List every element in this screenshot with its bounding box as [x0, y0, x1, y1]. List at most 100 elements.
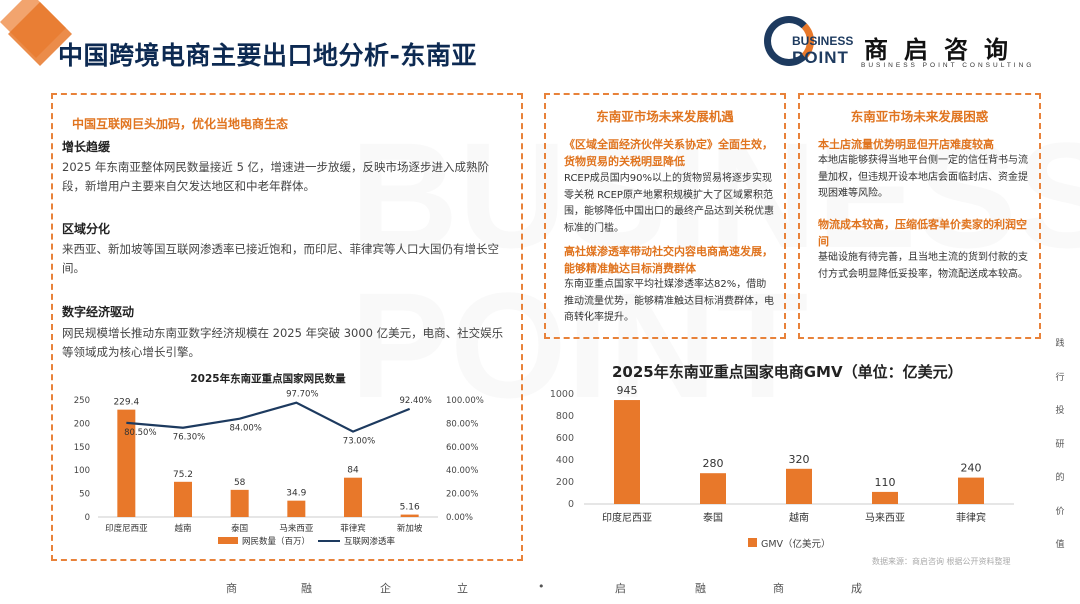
line-value-label: 97.70% — [286, 390, 318, 400]
side-char: 的 — [1055, 473, 1065, 483]
bar-value-label: 84 — [347, 466, 359, 476]
line-value-label: 84.00% — [229, 424, 261, 434]
y-tick-label: 0 — [85, 513, 90, 523]
legend-label: 互联网渗透率 — [344, 536, 396, 547]
legend-label: 网民数量（百万） — [242, 536, 310, 547]
side-char: 研 — [1055, 439, 1065, 450]
side-slogan: 践 行 投 研 的 价 值 — [1052, 336, 1068, 571]
difficulty-text: 本地店能够获得当地平台侧一定的信任背书与流量加权，但违规开设本地店会面临封店、资… — [818, 155, 1028, 199]
line-value-label: 76.30% — [173, 433, 205, 443]
section-title: 数字经济驱动 — [62, 305, 135, 319]
bar — [614, 400, 640, 504]
line-value-label: 92.40% — [399, 396, 431, 406]
side-char: 行 — [1055, 372, 1065, 383]
side-char: 价 — [1055, 506, 1065, 517]
logo-circle-icon — [764, 16, 814, 66]
side-char: 践 — [1055, 339, 1065, 349]
line-value-label: 73.00% — [343, 437, 375, 447]
x-tick-label: 印度尼西亚 — [105, 523, 148, 534]
y2-tick-label: 60.00% — [446, 443, 478, 453]
opportunity-text: 东南亚重点国家平均社媒渗透率达82%，借助推动流量优势，能够精准触达目标消费群体… — [564, 279, 774, 323]
footer-char: 立 — [457, 582, 468, 595]
bar — [400, 514, 419, 517]
y-tick-label: 200 — [556, 477, 574, 488]
bar-value-label: 58 — [234, 478, 246, 488]
difficulty-text: 基础设施有待完善，且当地主流的货到付款的支付方式会明显降低妥投率，物流配送成本较… — [818, 252, 1028, 280]
y-tick-label: 200 — [74, 419, 90, 429]
side-char: 值 — [1055, 540, 1065, 550]
legend-swatch — [748, 538, 757, 547]
bar-value-label: 5.16 — [400, 503, 420, 513]
section-text: 网民规模增长推动东南亚数字经济规模在 2025 年突破 3000 亿美元，电商、… — [62, 326, 504, 359]
series-line — [126, 401, 411, 433]
bar — [287, 500, 306, 517]
difficulties-panel — [798, 93, 1041, 339]
page-title: 中国跨境电商主要出口地分析-东南亚 — [58, 41, 477, 70]
logo-en: BUSINESS POINT CONSULTING — [861, 62, 1035, 69]
internet-users-chart: 2025年东南亚重点国家网民数量 0 50 100 150 200 250 0.00% 20.0… — [74, 372, 484, 547]
x-tick-label: 菲律宾 — [340, 523, 366, 534]
y-tick-label: 400 — [556, 455, 574, 466]
opportunity-subtitle: 《区域全面经济伙伴关系协定》全面生效，货物贸易的关税明显降低 — [564, 138, 773, 168]
bar-value-label: 75.2 — [173, 470, 193, 480]
logo-cn: 商启咨询 — [864, 36, 1024, 64]
y-tick-label: 50 — [79, 490, 90, 500]
bar-value-label: 34.9 — [286, 489, 306, 499]
x-tick-label: 菲律宾 — [956, 511, 986, 524]
legend-label: GMV（亿美元） — [761, 538, 831, 550]
section-title: 区域分化 — [62, 222, 111, 236]
bar — [700, 473, 726, 504]
y-tick-label: 1000 — [550, 389, 574, 400]
bar — [872, 491, 898, 504]
bar-value-label: 110 — [875, 476, 896, 489]
bar — [958, 477, 984, 504]
side-char: 投 — [1055, 406, 1065, 416]
x-tick-label: 新加坡 — [397, 523, 423, 534]
opportunity-subtitle: 高社媒渗透率带动社交内容电商高速发展，能够精准触达目标消费群体 — [564, 245, 773, 275]
logo-line2: POINT — [792, 48, 849, 67]
section-title: 增长趋缓 — [62, 140, 111, 154]
y2-tick-label: 0.00% — [446, 513, 473, 523]
opportunities-panel — [544, 93, 786, 339]
bar — [117, 409, 136, 517]
opportunities-title: 东南亚市场未来发展机遇 — [596, 109, 734, 124]
y-tick-label: 600 — [556, 433, 574, 444]
x-tick-label: 马来西亚 — [865, 512, 905, 524]
opportunity-text: RCEP成员国内90%以上的货物贸易将逐步实现零关税 RCEP原产地累积规模扩大… — [564, 173, 774, 234]
bar-value-label: 945 — [617, 384, 638, 397]
y2-tick-label: 20.00% — [446, 490, 478, 500]
footer-char: 商 — [226, 582, 237, 595]
y-tick-label: 800 — [556, 411, 574, 422]
gmv-chart: 0 200 400 600 800 1000 945 印度尼西亚 280 泰国 320 越南 110 马来… — [550, 384, 1014, 550]
y2-tick-label: 100.00% — [446, 396, 484, 406]
x-tick-label: 越南 — [789, 511, 809, 524]
footer-char: 成 — [851, 582, 862, 595]
left-panel-headline: 中国互联网巨头加码，优化当地电商生态 — [72, 117, 289, 131]
section-text: 来西亚、新加坡等国互联网渗透率已接近饱和，而印尼、菲律宾等人口大国仍有增长空间。 — [62, 242, 499, 275]
bar-value-label: 229.4 — [113, 398, 139, 408]
logo-line1: BUSINESS — [792, 34, 854, 48]
y-tick-label: 100 — [74, 466, 90, 476]
difficulty-subtitle: 物流成本较高，压缩低客单价卖家的利润空间 — [818, 218, 1027, 248]
company-logo: BUSINESS POINT 商启咨询 BUSINESS POINT CONSU… — [764, 12, 1064, 74]
corner-decoration — [0, 0, 72, 66]
y-tick-label: 0 — [568, 499, 574, 510]
footer-char: 启 — [615, 582, 626, 595]
x-tick-label: 马来西亚 — [279, 524, 314, 534]
data-source: 数据来源：商启咨询 根据公开资料整理 — [872, 557, 1011, 566]
footer-char: 融 — [695, 582, 706, 595]
y2-tick-label: 80.00% — [446, 419, 478, 429]
y-tick-label: 150 — [74, 443, 90, 453]
x-tick-label: 泰国 — [703, 511, 723, 524]
y2-tick-label: 40.00% — [446, 466, 478, 476]
y-tick-label: 250 — [74, 396, 90, 406]
bar-value-label: 320 — [789, 453, 810, 466]
legend-swatch — [218, 537, 238, 544]
gmv-chart-title: 2025年东南亚重点国家电商GMV（单位：亿美元） — [612, 363, 963, 381]
footer-dot: • — [538, 580, 545, 593]
left-panel — [51, 93, 523, 561]
footer-char: 企 — [380, 582, 391, 595]
bar — [230, 489, 249, 517]
section-text: 2025 年东南亚整体网民数量接近 5 亿，增速进一步放缓，反映市场逐步进入成熟… — [62, 160, 490, 193]
difficulties-title: 东南亚市场未来发展困惑 — [850, 109, 989, 124]
